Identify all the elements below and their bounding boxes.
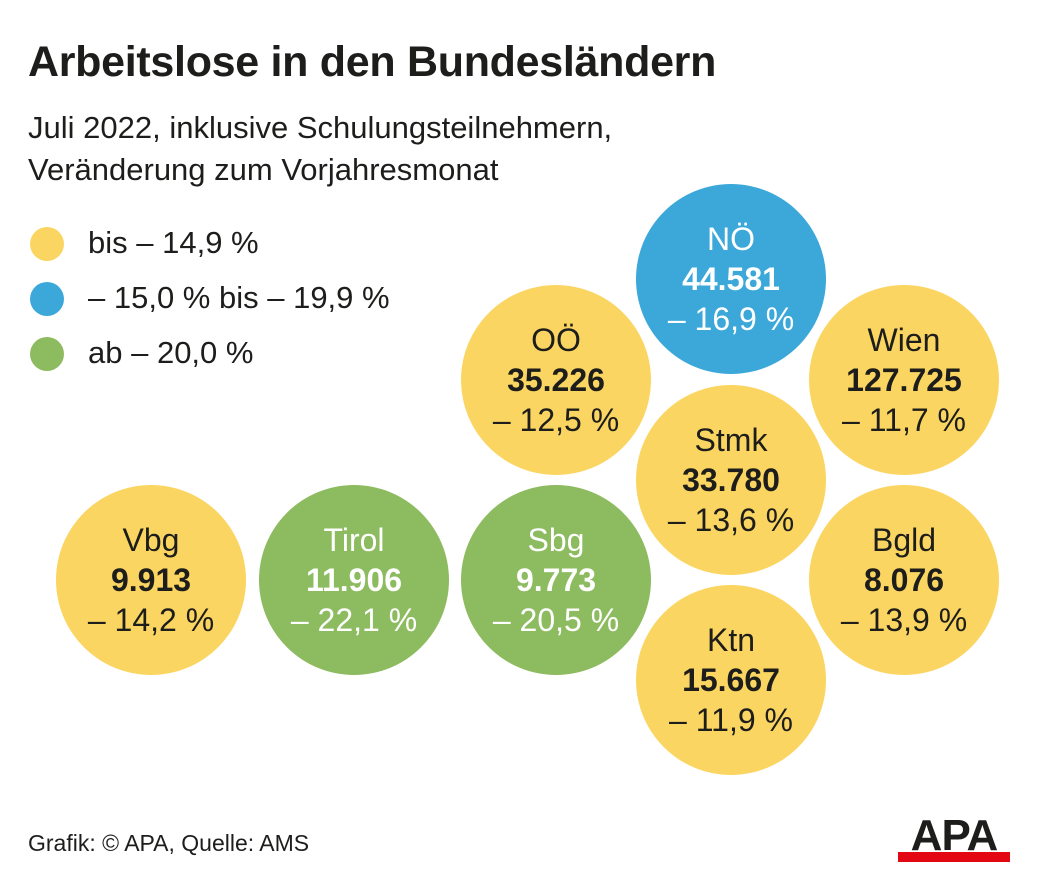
subtitle-line-1: Juli 2022, inklusive Schulungsteilnehmer… (28, 110, 613, 145)
region-change: – 11,9 % (669, 702, 793, 738)
region-change: – 12,5 % (492, 402, 620, 438)
bubble-vbg: Vbg 9.913 – 14,2 % (56, 485, 246, 675)
bubble-wien: Wien 127.725 – 11,7 % (809, 285, 999, 475)
region-value: 9.913 (110, 562, 192, 598)
region-change: – 11,7 % (842, 402, 966, 438)
apa-logo-bar (898, 852, 1010, 862)
region-name: Vbg (122, 522, 180, 558)
region-name: Sbg (527, 522, 585, 558)
region-value: 8.076 (863, 562, 945, 598)
region-change: – 20,5 % (492, 602, 620, 638)
region-name: Ktn (706, 622, 756, 658)
legend-dot-blue (30, 282, 64, 316)
bubble-n-: NÖ 44.581 – 16,9 % (636, 184, 826, 374)
chart-subtitle: Juli 2022, inklusive Schulungsteilnehmer… (28, 107, 928, 191)
source-credit: Grafik: © APA, Quelle: AMS (28, 830, 310, 856)
bubble-stmk: Stmk 33.780 – 13,6 % (636, 385, 826, 575)
region-value: 15.667 (682, 662, 780, 698)
region-name: Stmk (694, 422, 768, 458)
chart-title: Arbeitslose in den Bundesländern (28, 38, 717, 86)
region-value: 127.725 (846, 362, 962, 398)
legend-label: bis – 14,9 % (88, 225, 259, 260)
region-value: 9.773 (515, 562, 597, 598)
region-change: – 14,2 % (87, 602, 215, 638)
legend-dot-green (30, 337, 64, 371)
region-change: – 13,9 % (840, 602, 968, 638)
bubble-sbg: Sbg 9.773 – 20,5 % (461, 485, 651, 675)
apa-logo: APA (898, 812, 1010, 862)
region-value: 11.906 (305, 562, 403, 598)
bubble-bgld: Bgld 8.076 – 13,9 % (809, 485, 999, 675)
legend-label: ab – 20,0 % (88, 335, 254, 370)
legend-label: – 15,0 % bis – 19,9 % (88, 280, 390, 315)
region-value: 44.581 (682, 261, 780, 297)
region-change: – 13,6 % (667, 502, 795, 538)
legend-dot-yellow (30, 227, 64, 261)
bubble-o-: OÖ 35.226 – 12,5 % (461, 285, 651, 475)
region-name: Bgld (871, 522, 937, 558)
region-name: OÖ (531, 322, 581, 358)
region-value: 33.780 (682, 462, 780, 498)
region-name: Tirol (323, 522, 385, 558)
region-value: 35.226 (507, 362, 605, 398)
bubble-ktn: Ktn 15.667 – 11,9 % (636, 585, 826, 775)
region-change: – 22,1 % (290, 602, 418, 638)
region-change: – 16,9 % (667, 301, 795, 337)
region-name: NÖ (707, 221, 755, 257)
region-name: Wien (867, 322, 941, 358)
bubble-tirol: Tirol 11.906 – 22,1 % (259, 485, 449, 675)
subtitle-line-2: Veränderung zum Vorjahresmonat (28, 152, 499, 187)
